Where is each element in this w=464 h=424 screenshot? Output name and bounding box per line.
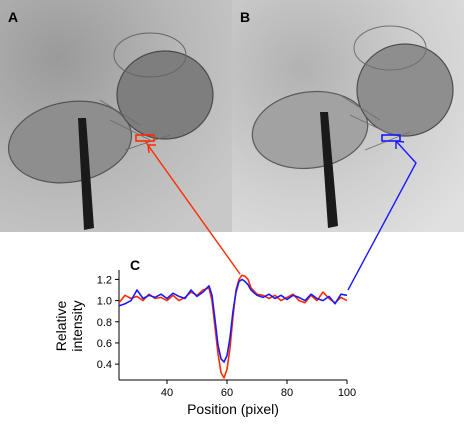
x-tick-label: 80 xyxy=(281,387,293,399)
y-tick-label: 0.4 xyxy=(97,359,112,371)
micropipette-a xyxy=(78,118,94,230)
specimen-outline-a xyxy=(113,32,187,78)
specimen-body-a xyxy=(7,100,133,184)
micropipette-b xyxy=(320,112,338,228)
specimen-limbs-a xyxy=(99,99,171,151)
y-tick-label: 0.8 xyxy=(97,317,112,329)
specimen-body-b xyxy=(251,90,369,170)
y-axis-label-line2: intensity xyxy=(69,300,85,351)
y-axis-label-line1: Relative xyxy=(53,301,69,352)
red-arrowhead xyxy=(147,144,156,154)
specimen-outline-b xyxy=(353,25,427,71)
blue-roi-marker xyxy=(381,134,401,142)
y-tick-label: 0.6 xyxy=(97,338,112,350)
blue-arrowhead xyxy=(395,140,405,149)
panel-a-label: A xyxy=(8,9,18,25)
micrograph-panel-b xyxy=(232,0,464,232)
x-tick-label: 60 xyxy=(221,387,233,399)
x-tick-label: 40 xyxy=(161,387,173,399)
blue-intensity-series xyxy=(118,278,348,363)
red-connector-line xyxy=(144,140,241,275)
y-tick-label: 1.2 xyxy=(97,274,112,286)
micrograph-panel-a xyxy=(0,0,232,232)
y-tick-label: 1.0 xyxy=(97,296,112,308)
blue-connector-line xyxy=(347,140,417,291)
red-intensity-series xyxy=(118,274,348,379)
intensity-profile-chart: 40 60 80 100 0.4 0.6 0.8 1.0 1.2 Position (pixel… xyxy=(53,270,356,417)
specimen-head-b xyxy=(356,43,454,137)
specimen-head-a xyxy=(116,50,214,140)
x-tick-label: 100 xyxy=(338,387,356,399)
x-axis-label: Position (pixel) xyxy=(187,401,279,417)
panel-b-label: B xyxy=(240,9,250,25)
panel-c-label: C xyxy=(130,257,140,273)
